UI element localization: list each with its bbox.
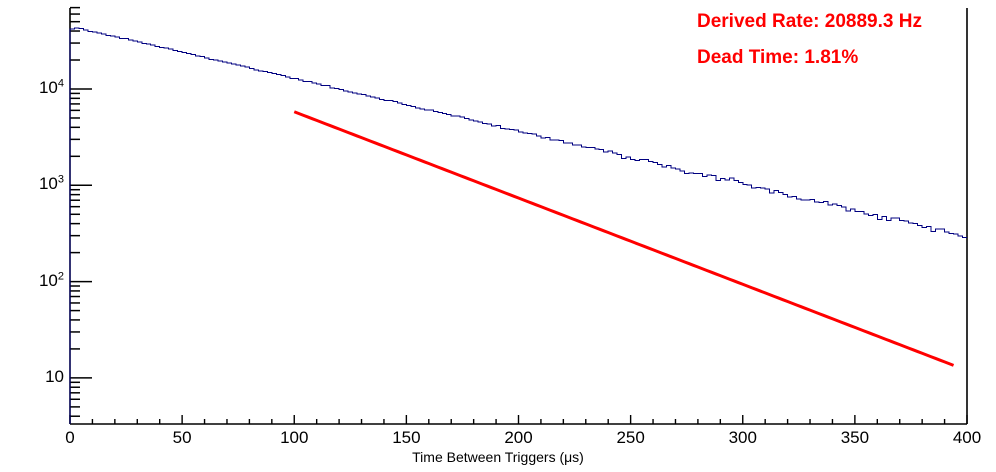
y-tick-label-1000: 103	[38, 173, 64, 194]
x-tick-label-0: 0	[65, 428, 75, 447]
x-tick-label-200: 200	[504, 428, 533, 447]
x-tick-label-300: 300	[728, 428, 757, 447]
histogram-series	[69, 27, 967, 424]
x-tick-label-150: 150	[392, 428, 421, 447]
axis-frame	[69, 8, 968, 425]
x-axis-title: Time Between Triggers (μs)	[412, 449, 584, 465]
x-tick-label-350: 350	[840, 428, 870, 447]
x-tick-label-100: 100	[280, 428, 309, 447]
dead-time-annotation: Dead Time: 1.81%	[697, 47, 859, 68]
y-tick-label-100: 102	[38, 269, 64, 290]
x-tick-label-250: 250	[616, 428, 645, 447]
derived-rate-annotation: Derived Rate: 20889.3 Hz	[697, 11, 922, 32]
axis-ticks	[69, 6, 968, 424]
y-tick-label-10: 10	[45, 366, 64, 386]
y-tick-label-10000: 104	[38, 77, 64, 97]
x-tick-label-400: 400	[952, 428, 982, 447]
fit-curve	[293, 110, 955, 367]
x-tick-label-50: 50	[172, 428, 192, 447]
